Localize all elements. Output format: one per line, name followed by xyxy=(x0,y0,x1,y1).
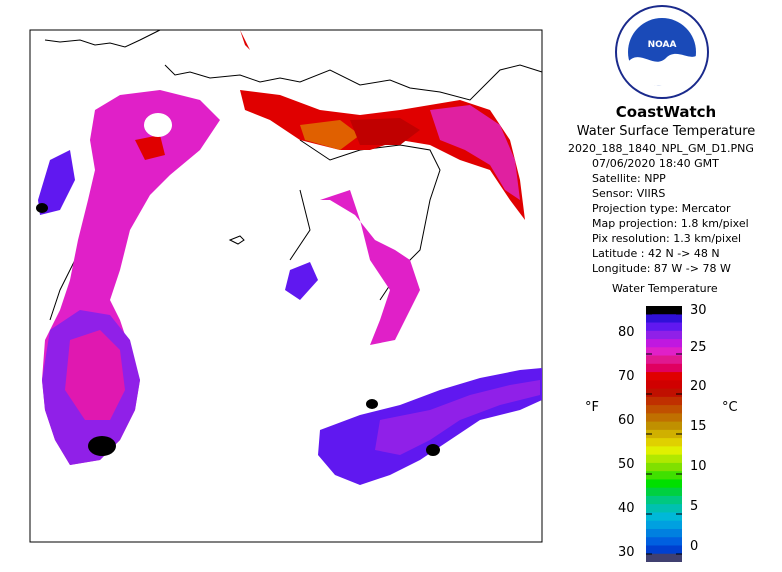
c-tick: 15 xyxy=(690,419,707,434)
map-projection-label: Map projection: 1.8 km/pixel xyxy=(592,217,749,230)
color-swatch xyxy=(646,438,682,447)
color-swatch xyxy=(646,504,682,513)
f-tick: 60 xyxy=(618,413,635,428)
warm-spot-bay xyxy=(36,203,48,213)
color-swatch xyxy=(646,429,682,439)
color-swatch xyxy=(646,421,682,431)
color-swatch xyxy=(646,471,682,480)
filename-label: 2020_188_1840_NPL_GM_D1.PNG xyxy=(568,142,754,155)
satellite-label: Satellite: NPP xyxy=(592,172,666,185)
f-tick: 70 xyxy=(618,369,635,384)
huron-southwest xyxy=(285,262,318,300)
lake-erie-purple xyxy=(375,380,540,455)
noaa-logo-text: NOAA xyxy=(648,40,677,50)
warm-spot-islet xyxy=(366,399,378,409)
color-swatch xyxy=(646,454,682,464)
color-swatch xyxy=(646,528,682,538)
app-title: CoastWatch xyxy=(615,103,717,121)
color-swatch xyxy=(646,347,682,357)
longitude-label: Longitude: 87 W -> 78 W xyxy=(592,262,731,275)
color-swatch xyxy=(646,355,682,365)
legend-title: Water Temperature xyxy=(612,282,718,295)
color-swatch xyxy=(646,306,682,315)
unit-fahrenheit: °F xyxy=(585,400,599,415)
noaa-logo: NOAA xyxy=(615,5,709,99)
c-tick: 30 xyxy=(690,303,707,318)
f-tick: 40 xyxy=(618,501,635,516)
lake-superior-edge xyxy=(240,30,250,50)
color-swatch xyxy=(646,396,682,406)
color-swatch xyxy=(646,380,682,390)
warm-spot-erie xyxy=(426,444,440,456)
color-swatch xyxy=(646,479,682,489)
color-scale-bar xyxy=(646,306,682,562)
lake-huron-magenta xyxy=(430,105,520,200)
color-swatch xyxy=(646,446,682,456)
unit-celsius: °C xyxy=(722,400,738,415)
c-tick: 5 xyxy=(690,499,699,514)
cloud-patch-1 xyxy=(144,113,172,137)
color-swatch xyxy=(646,520,682,530)
lake-michigan-north-red xyxy=(135,135,165,160)
f-tick: 30 xyxy=(618,545,635,560)
color-swatch xyxy=(646,495,682,505)
lake-michigan-warm xyxy=(65,330,125,420)
sensor-label: Sensor: VIIRS xyxy=(592,187,666,200)
color-swatch xyxy=(646,372,682,381)
color-swatch xyxy=(646,537,682,546)
color-swatch xyxy=(646,413,682,423)
warm-spot-south xyxy=(88,436,116,456)
color-swatch xyxy=(646,322,682,332)
color-swatch xyxy=(646,487,682,497)
color-swatch xyxy=(646,462,682,472)
c-tick: 25 xyxy=(690,340,707,355)
f-tick: 80 xyxy=(618,325,635,340)
green-bay xyxy=(38,150,75,215)
projection-label: Projection type: Mercator xyxy=(592,202,731,215)
color-swatch xyxy=(646,405,682,414)
latitude-label: Latitude : 42 N -> 48 N xyxy=(592,247,720,260)
color-swatch xyxy=(646,545,682,555)
lake-huron-darkred xyxy=(350,118,420,145)
f-tick: 50 xyxy=(618,457,635,472)
c-tick: 20 xyxy=(690,379,707,394)
saginaw-bay xyxy=(320,190,420,345)
c-tick: 0 xyxy=(690,539,699,554)
datetime-label: 07/06/2020 18:40 GMT xyxy=(592,157,719,170)
color-swatch xyxy=(646,388,682,398)
pix-resolution-label: Pix resolution: 1.3 km/pixel xyxy=(592,232,742,245)
c-tick: 10 xyxy=(690,459,707,474)
product-subtitle: Water Surface Temperature xyxy=(576,124,756,139)
color-swatch xyxy=(646,314,682,324)
color-swatch xyxy=(646,330,682,340)
color-swatch xyxy=(646,553,682,562)
color-swatch xyxy=(646,512,682,522)
lake-huron-orange xyxy=(300,120,360,150)
color-swatch xyxy=(646,339,682,348)
coastline-north xyxy=(44,29,543,101)
color-swatch xyxy=(646,363,682,373)
